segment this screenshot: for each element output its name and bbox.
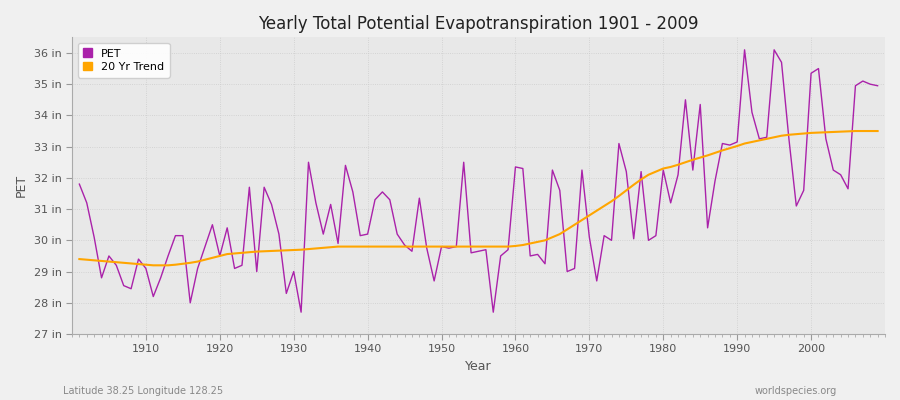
Text: Latitude 38.25 Longitude 128.25: Latitude 38.25 Longitude 128.25 [63, 386, 223, 396]
Title: Yearly Total Potential Evapotranspiration 1901 - 2009: Yearly Total Potential Evapotranspiratio… [258, 15, 698, 33]
Y-axis label: PET: PET [15, 174, 28, 197]
Text: worldspecies.org: worldspecies.org [755, 386, 837, 396]
X-axis label: Year: Year [465, 360, 491, 373]
Legend: PET, 20 Yr Trend: PET, 20 Yr Trend [77, 43, 169, 78]
